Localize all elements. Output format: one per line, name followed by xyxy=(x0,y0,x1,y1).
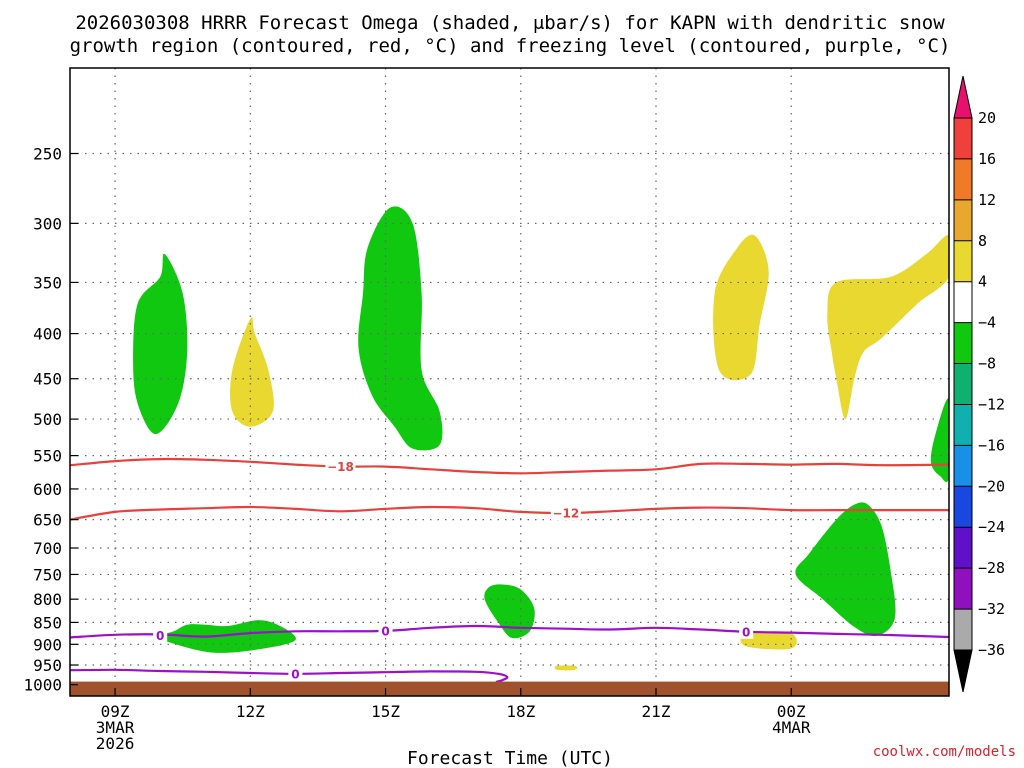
ground-surface xyxy=(70,681,949,696)
colorbar-label-0: 20 xyxy=(978,109,996,127)
y-tick-label-1000: 1000 xyxy=(23,676,62,695)
x-tick-label-15Z-0: 15Z xyxy=(371,702,400,721)
chart-title-line-1: 2026030308 HRRR Forecast Omega (shaded, … xyxy=(75,12,945,34)
y-tick-label-900: 900 xyxy=(33,635,62,654)
y-tick-label-650: 650 xyxy=(33,511,62,530)
omega-region-3 xyxy=(358,206,443,451)
colorbar-band-10 xyxy=(954,486,972,528)
colorbar-label-1: 16 xyxy=(978,150,996,168)
contour-line-2 xyxy=(70,505,949,521)
omega-shading xyxy=(133,206,949,671)
x-tick-label-00Z-1: 4MAR xyxy=(772,718,811,737)
colorbar-bottom-arrow xyxy=(953,649,973,693)
x-tick-label-09Z-2: 2026 xyxy=(96,734,135,753)
omega-region-1 xyxy=(159,620,296,653)
y-tick-label-500: 500 xyxy=(33,410,62,429)
colorbar-band-1 xyxy=(954,118,972,160)
y-tick-label-400: 400 xyxy=(33,325,62,344)
colorbar-label-10: −24 xyxy=(978,518,1005,536)
contour-label: 0 xyxy=(742,625,750,639)
omega-region-9 xyxy=(827,235,949,420)
omega-region-4 xyxy=(484,584,535,639)
contour-lines: −18 −12 0 0 0 0 xyxy=(70,457,949,684)
colorbar-label-12: −32 xyxy=(978,600,1005,618)
contour-line-3 xyxy=(70,624,949,639)
contour-label-bg xyxy=(739,624,754,639)
colorbar-band-2 xyxy=(954,158,972,201)
colorbar-label-11: −28 xyxy=(978,559,1005,577)
credit-text: coolwx.com/models xyxy=(873,744,1016,760)
y-tick-label-300: 300 xyxy=(33,214,62,233)
plot-frame xyxy=(69,67,950,697)
omega-region-2 xyxy=(133,253,188,435)
y-tick-label-850: 850 xyxy=(33,613,62,632)
omega-region-6 xyxy=(930,398,949,483)
contour-label-bg xyxy=(288,666,303,681)
contour-line-4 xyxy=(70,668,509,684)
contour-label-bg xyxy=(550,506,581,521)
colorbar-label-9: −20 xyxy=(978,477,1005,495)
contour-label-bg xyxy=(153,628,168,643)
colorbar-label-8: −16 xyxy=(978,436,1005,454)
contour-label: −12 xyxy=(552,507,579,521)
x-tick-label-09Z-0: 09Z xyxy=(101,702,130,721)
x-tick-label-18Z-0: 18Z xyxy=(506,702,535,721)
contour-label-bg xyxy=(325,459,356,474)
colorbar-band-4 xyxy=(954,240,972,283)
colorbar-band-3 xyxy=(954,199,972,242)
colorbar-band-6 xyxy=(954,322,972,365)
contour-line-1 xyxy=(70,457,949,475)
x-tick-label-09Z-1: 3MAR xyxy=(96,718,135,737)
colorbar-band-7 xyxy=(954,363,972,405)
y-tick-label-250: 250 xyxy=(33,144,62,163)
contour-label: 0 xyxy=(156,629,164,643)
omega-region-8 xyxy=(713,234,769,381)
colorbar-label-7: −12 xyxy=(978,395,1005,413)
y-tick-label-350: 350 xyxy=(33,273,62,292)
colorbar-label-6: −8 xyxy=(978,355,996,373)
colorbar-label-2: 12 xyxy=(978,191,996,209)
y-tick-label-700: 700 xyxy=(33,539,62,558)
colorbar-label-13: −36 xyxy=(978,641,1005,659)
ground-layer xyxy=(70,681,949,696)
omega-region-7 xyxy=(230,317,274,427)
colorbar-band-9 xyxy=(954,445,972,487)
contour-label-bg xyxy=(378,623,393,638)
chart-title: 2026030308 HRRR Forecast Omega (shaded, … xyxy=(70,12,951,57)
x-tick-label-00Z-0: 00Z xyxy=(777,702,806,721)
y-tick-label-950: 950 xyxy=(33,656,62,675)
y-axis-pressure: 250 300 350 400 450 500 550 600 650 700 750 800 850 9… xyxy=(23,144,78,695)
y-tick-label-750: 750 xyxy=(33,565,62,584)
contour-label: −18 xyxy=(327,460,354,474)
colorbar-label-4: 4 xyxy=(978,273,987,291)
colorbar-band-8 xyxy=(954,404,972,446)
x-axis-label: Forecast Time (UTC) xyxy=(407,748,613,768)
y-tick-label-450: 450 xyxy=(33,370,62,389)
colorbar-top-arrow xyxy=(953,75,973,119)
colorbar-label-3: 8 xyxy=(978,232,987,250)
y-tick-label-800: 800 xyxy=(33,590,62,609)
omega-region-10 xyxy=(740,631,797,650)
y-tick-label-600: 600 xyxy=(33,480,62,499)
omega-region-5 xyxy=(795,502,896,637)
contour-label: 0 xyxy=(381,624,389,638)
colorbar-band-13 xyxy=(954,609,972,651)
contour-label: 0 xyxy=(291,667,299,681)
colorbar-legend: 20 16 12 8 4 −4 −8 −12 −16 −20 −24 −28 −32 −36 xyxy=(953,75,1005,693)
chart-title-line-2: growth region (contoured, red, °C) and f… xyxy=(70,35,951,57)
x-tick-label-12Z-0: 12Z xyxy=(236,702,265,721)
colorbar-band-11 xyxy=(954,527,972,569)
colorbar-band-5 xyxy=(954,281,972,324)
y-tick-label-550: 550 xyxy=(33,447,62,466)
colorbar-band-12 xyxy=(954,568,972,610)
x-tick-label-21Z-0: 21Z xyxy=(642,702,671,721)
colorbar-label-5: −4 xyxy=(978,314,996,332)
omega-region-11 xyxy=(554,665,578,671)
